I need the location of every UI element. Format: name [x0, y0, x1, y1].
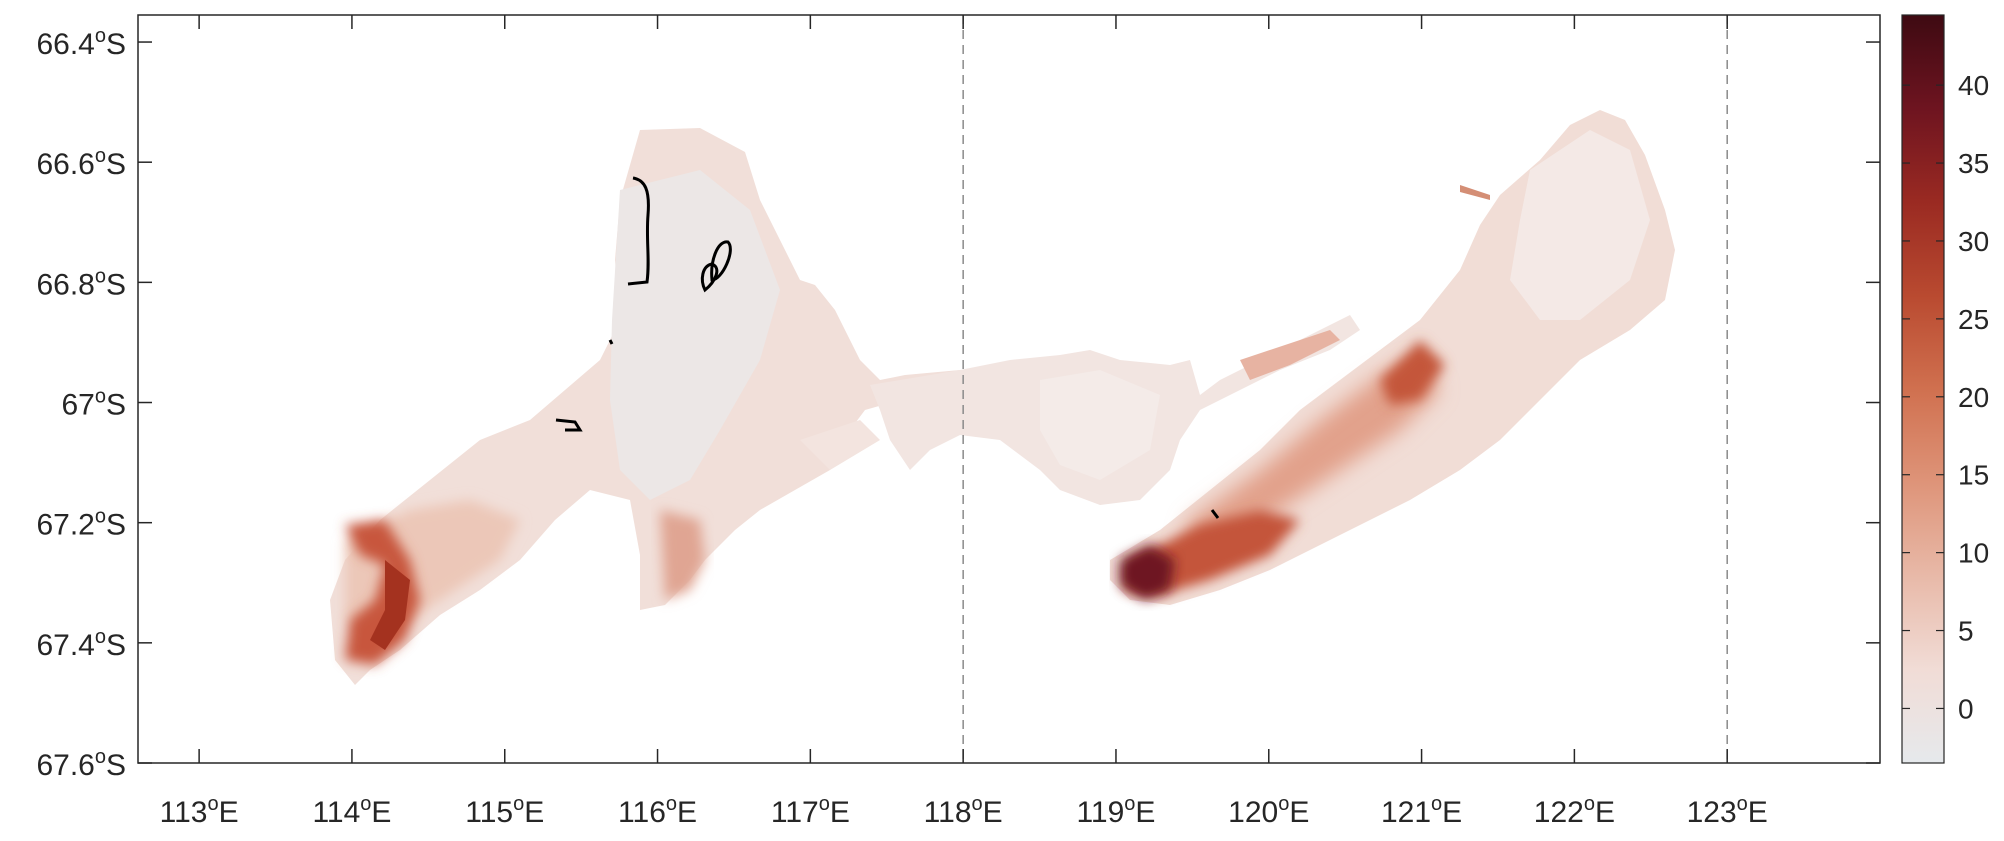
colorbar-ticks: 40 35 30 25 20 15 10 5 0: [1902, 70, 1989, 724]
eastern-shelf: [1110, 110, 1675, 605]
colorbar-tick-label: 5: [1958, 616, 1974, 647]
y-tick-label: 67.6oS: [36, 746, 126, 782]
y-tick-label: 66.4oS: [36, 25, 126, 61]
x-tick-label: 113oE: [160, 793, 239, 829]
colorbar-tick-label: 30: [1958, 226, 1989, 257]
x-tick-label: 115oE: [465, 793, 544, 829]
x-tick-label: 123oE: [1687, 793, 1768, 829]
colorbar-tick-label: 10: [1958, 538, 1989, 569]
colorbar: [1902, 15, 1944, 763]
x-tick-label: 120oE: [1228, 793, 1309, 829]
y-axis: 66.4oS 66.6oS 66.8oS 67oS 67.2oS 67.4oS 67.6oS: [36, 25, 1880, 782]
western-shelf: [330, 128, 970, 685]
y-tick-label: 67.4oS: [36, 626, 126, 662]
y-tick-label: 66.8oS: [36, 265, 126, 301]
x-tick-label: 122oE: [1534, 793, 1615, 829]
dashed-meridians: [962, 15, 1728, 763]
x-tick-label: 121oE: [1381, 793, 1462, 829]
y-tick-label: 66.6oS: [36, 145, 126, 181]
x-tick-label: 118oE: [924, 793, 1003, 829]
x-tick-label: 119oE: [1076, 793, 1155, 829]
x-tick-label: 114oE: [312, 793, 391, 829]
colorbar-frame: [1901, 14, 1945, 764]
x-tick-label: 116oE: [618, 793, 697, 829]
colorbar-tick-label: 40: [1958, 70, 1989, 101]
colorbar-tick-label: 15: [1958, 460, 1989, 491]
colorbar-tick-label: 0: [1958, 693, 1974, 724]
x-tick-label: 117oE: [771, 793, 850, 829]
central-strip: [870, 315, 1360, 505]
contour-lines: [555, 176, 1220, 519]
colorbar-tick-label: 25: [1958, 304, 1989, 335]
y-tick-label: 67.2oS: [36, 506, 126, 542]
colorbar-tick-label: 35: [1958, 148, 1989, 179]
colorbar-tick-label: 20: [1958, 382, 1989, 413]
x-axis: 113oE 114oE 115oE 116oE 117oE 118oE 119oE 120oE…: [160, 15, 1768, 829]
y-tick-label: 67oS: [61, 386, 126, 422]
ice-shelf-field: [330, 110, 1675, 685]
map-frame: [137, 14, 1881, 764]
